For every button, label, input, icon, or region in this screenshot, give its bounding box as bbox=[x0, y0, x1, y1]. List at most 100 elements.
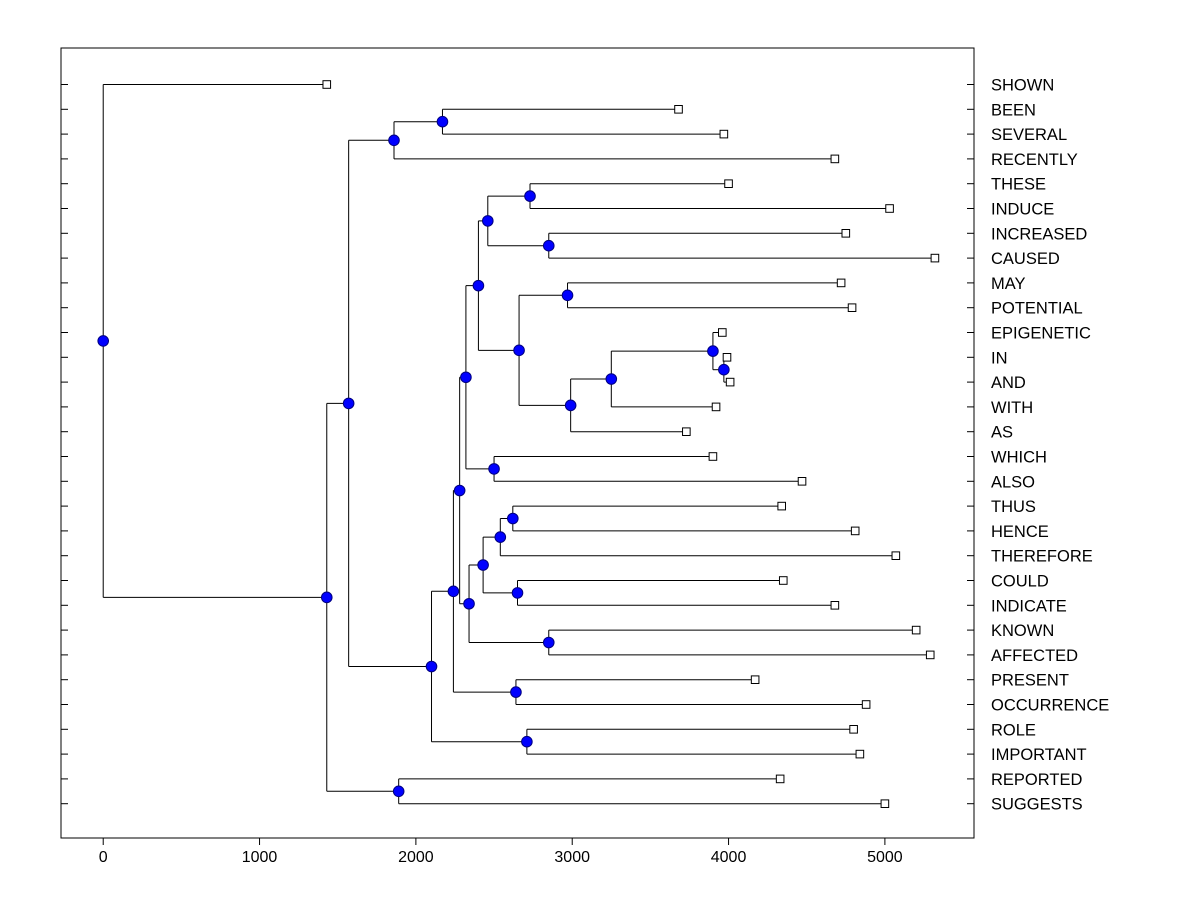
leaf-marker-therefore bbox=[891, 551, 901, 561]
leaf-label-affected: AFFECTED bbox=[991, 647, 1078, 665]
leaf-label-shown: SHOWN bbox=[991, 77, 1054, 95]
leaf-labels: SHOWN BEEN SEVERAL RECENTLY THESE INDUCE INCRE… bbox=[991, 77, 1109, 814]
leaf-label-indicate: INDICATE bbox=[991, 597, 1067, 615]
cluster-nodes bbox=[97, 115, 730, 798]
x-tick-label-0: 0 bbox=[99, 849, 108, 866]
leaf-marker-caused bbox=[930, 253, 940, 263]
leaf-marker-been bbox=[674, 105, 683, 114]
leaf-label-also: ALSO bbox=[991, 473, 1035, 491]
leaf-marker-indicate bbox=[830, 601, 840, 610]
cluster-node-n28 bbox=[320, 591, 333, 604]
leaf-label-may: MAY bbox=[991, 275, 1026, 293]
leaf-marker-reported bbox=[775, 774, 785, 784]
leaf-marker-as bbox=[682, 427, 691, 436]
leaf-label-important: IMPORTANT bbox=[991, 746, 1087, 764]
leaf-marker-increased bbox=[841, 229, 851, 238]
cluster-node-n7 bbox=[718, 363, 730, 376]
leaf-label-recently: RECENTLY bbox=[991, 151, 1078, 169]
cluster-node-n11 bbox=[513, 344, 525, 357]
leaf-label-increased: INCREASED bbox=[991, 225, 1087, 243]
cluster-node-n15 bbox=[507, 512, 519, 525]
cluster-node-n18 bbox=[477, 559, 489, 571]
leaf-label-could: COULD bbox=[991, 573, 1049, 591]
cluster-node-n8 bbox=[707, 345, 719, 357]
leaf-label-present: PRESENT bbox=[991, 672, 1069, 690]
cluster-node-n17 bbox=[511, 587, 524, 599]
leaf-label-hence: HENCE bbox=[991, 523, 1049, 541]
cluster-node-n10 bbox=[564, 399, 577, 412]
cluster-node-n26 bbox=[342, 397, 355, 410]
cluster-node-n13 bbox=[488, 463, 500, 475]
plot-area bbox=[60, 47, 975, 839]
leaf-label-been: BEEN bbox=[991, 101, 1036, 119]
cluster-node-n21 bbox=[453, 484, 466, 497]
cluster-node-n6 bbox=[561, 289, 574, 302]
cluster-node-n12 bbox=[472, 279, 485, 292]
cluster-node-n22 bbox=[510, 686, 522, 698]
x-axis: 0 1000 2000 3000 4000 5000 bbox=[99, 838, 903, 866]
leaf-marker-may bbox=[836, 278, 846, 288]
cluster-node-n5 bbox=[481, 215, 494, 227]
leaf-label-thus: THUS bbox=[991, 498, 1036, 516]
leaf-marker-known bbox=[911, 625, 921, 635]
leaf-label-which: WHICH bbox=[991, 449, 1047, 467]
x-tick-label-4000: 4000 bbox=[711, 849, 747, 866]
cluster-node-n14 bbox=[460, 371, 472, 384]
leaf-label-these: THESE bbox=[991, 176, 1046, 194]
leaf-marker-several bbox=[719, 129, 729, 139]
leaf-label-therefore: THEREFORE bbox=[991, 548, 1093, 566]
leaf-marker-thus bbox=[777, 501, 787, 511]
leaf-marker-and bbox=[725, 377, 735, 387]
leaf-label-with: WITH bbox=[991, 399, 1033, 417]
leaf-marker-affected bbox=[925, 650, 935, 660]
leaf-label-epigenetic: EPIGENETIC bbox=[991, 325, 1091, 343]
x-tick-label-3000: 3000 bbox=[554, 849, 590, 866]
leaf-label-in: IN bbox=[991, 349, 1008, 367]
leaf-marker-important bbox=[855, 749, 865, 759]
leaf-marker-role bbox=[849, 725, 858, 734]
leaf-marker-suggests bbox=[880, 799, 890, 809]
cluster-node-n3 bbox=[524, 190, 536, 202]
cluster-node-n25 bbox=[425, 660, 438, 673]
leaf-label-induce: INDUCE bbox=[991, 201, 1054, 219]
leaf-marker-in bbox=[722, 353, 732, 362]
leaf-marker-with bbox=[711, 402, 721, 412]
leaf-label-reported: REPORTED bbox=[991, 771, 1082, 789]
leaf-label-potential: POTENTIAL bbox=[991, 300, 1083, 318]
cluster-node-n2 bbox=[388, 134, 400, 147]
leaf-label-suggests: SUGGESTS bbox=[991, 796, 1083, 814]
leaf-label-occurrence: OCCURRENCE bbox=[991, 697, 1109, 715]
x-tick-label-5000: 5000 bbox=[867, 849, 903, 866]
leaf-label-known: KNOWN bbox=[991, 622, 1054, 640]
x-tick-label-1000: 1000 bbox=[242, 849, 278, 866]
leaf-marker-induce bbox=[885, 204, 894, 213]
leaf-marker-potential bbox=[847, 303, 857, 312]
leaf-marker-which bbox=[708, 452, 718, 461]
cluster-node-n16 bbox=[494, 531, 507, 543]
leaf-markers bbox=[322, 80, 940, 809]
leaf-marker-also bbox=[797, 477, 807, 486]
cluster-node-n23 bbox=[447, 585, 460, 598]
left-axis-ticks bbox=[61, 84, 68, 805]
leaf-marker-present bbox=[750, 675, 760, 685]
leaf-label-caused: CAUSED bbox=[991, 250, 1060, 268]
cluster-node-n4 bbox=[542, 239, 555, 252]
cluster-node-n1 bbox=[436, 115, 449, 128]
leaf-marker-these bbox=[724, 179, 733, 188]
right-axis-ticks bbox=[967, 84, 974, 805]
leaf-label-several: SEVERAL bbox=[991, 126, 1067, 144]
leaf-label-as: AS bbox=[991, 424, 1013, 442]
leaf-marker-shown bbox=[322, 80, 332, 89]
cluster-node-n20 bbox=[463, 597, 475, 610]
leaf-marker-occurrence bbox=[861, 700, 871, 709]
cluster-node-n27 bbox=[392, 785, 405, 798]
leaf-marker-recently bbox=[830, 154, 840, 164]
leaf-marker-could bbox=[778, 576, 788, 585]
leaf-marker-epigenetic bbox=[717, 328, 727, 337]
leaf-label-and: AND bbox=[991, 374, 1026, 392]
cluster-node-n19 bbox=[542, 636, 555, 649]
cluster-node-n29 bbox=[97, 335, 110, 347]
leaf-marker-hence bbox=[850, 526, 860, 536]
